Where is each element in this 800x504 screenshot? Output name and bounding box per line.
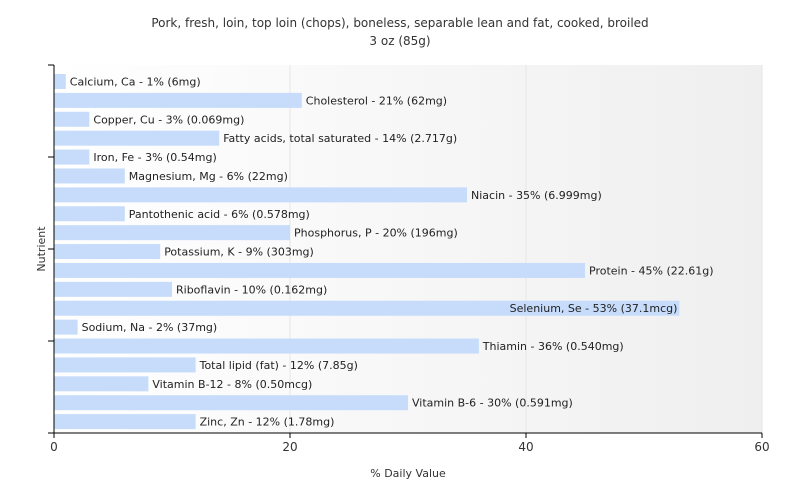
- bar: [54, 149, 90, 165]
- bar: [54, 300, 680, 316]
- bar-labels: Calcium, Ca - 1% (6mg) Cholesterol - 21% …: [70, 76, 714, 429]
- bar: [54, 281, 172, 297]
- x-tick-label: 40: [518, 440, 533, 454]
- bar-label: Selenium, Se - 53% (37.1mcg): [510, 302, 678, 315]
- bar: [54, 130, 220, 146]
- bar-label: Thiamin - 36% (0.540mg): [482, 340, 624, 353]
- bar-label: Riboflavin - 10% (0.162mg): [176, 283, 327, 296]
- y-axis-title: Nutrient: [35, 226, 48, 272]
- bar: [54, 357, 196, 373]
- bar: [54, 206, 125, 222]
- bar-label: Cholesterol - 21% (62mg): [306, 94, 447, 107]
- bar-label: Calcium, Ca - 1% (6mg): [70, 76, 201, 89]
- axes: 0 20 40 60: [48, 64, 770, 454]
- bar-label: Fatty acids, total saturated - 14% (2.71…: [223, 132, 457, 145]
- chart-subtitle: 3 oz (85g): [369, 34, 430, 48]
- x-axis-title: % Daily Value: [370, 467, 446, 480]
- x-tick-label: 60: [754, 440, 769, 454]
- bar-label: Phosphorus, P - 20% (196mg): [294, 227, 458, 240]
- bar-label: Niacin - 35% (6.999mg): [471, 189, 602, 202]
- bar-label: Iron, Fe - 3% (0.54mg): [93, 151, 216, 164]
- bar: [54, 111, 90, 127]
- bar-label: Zinc, Zn - 12% (1.78mg): [200, 416, 335, 429]
- bar: [54, 244, 161, 260]
- bar-label: Vitamin B-12 - 8% (0.50mcg): [152, 378, 312, 391]
- bar-label: Sodium, Na - 2% (37mg): [82, 321, 218, 334]
- bar-label: Pantothenic acid - 6% (0.578mg): [129, 208, 310, 221]
- bar: [54, 74, 66, 89]
- x-tick-label: 0: [50, 440, 58, 454]
- bar: [54, 187, 467, 203]
- bar: [54, 262, 585, 278]
- bars: [54, 74, 680, 430]
- bar: [54, 168, 125, 184]
- bar: [54, 338, 479, 354]
- bar-label: Vitamin B-6 - 30% (0.591mg): [412, 397, 573, 410]
- bar: [54, 376, 149, 392]
- bar-label: Potassium, K - 9% (303mg): [164, 246, 314, 259]
- bar-label: Copper, Cu - 3% (0.069mg): [93, 113, 244, 126]
- bar: [54, 319, 78, 335]
- bar-label: Total lipid (fat) - 12% (7.85g): [199, 359, 358, 372]
- bar: [54, 92, 302, 108]
- x-tick-label: 20: [282, 440, 297, 454]
- grid: [289, 65, 763, 433]
- bar: [54, 414, 196, 430]
- bar-label: Magnesium, Mg - 6% (22mg): [129, 170, 288, 183]
- chart-title: Pork, fresh, loin, top loin (chops), bon…: [151, 16, 648, 30]
- bar: [54, 395, 408, 411]
- bar: [54, 225, 290, 241]
- bar-label: Protein - 45% (22.61g): [589, 264, 714, 277]
